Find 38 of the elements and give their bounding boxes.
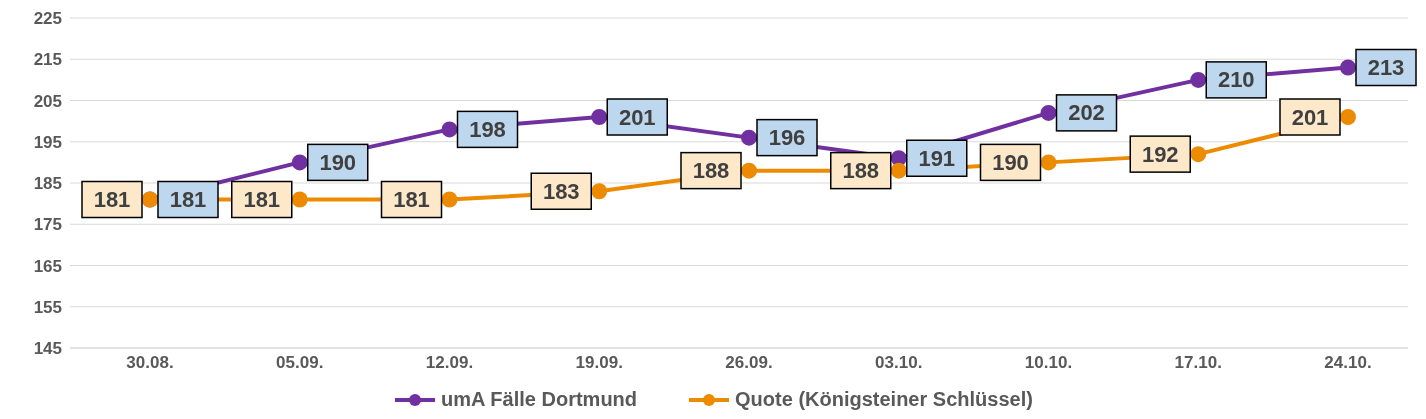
y-tick-label: 205 <box>33 91 62 111</box>
y-tick-label: 165 <box>33 256 62 276</box>
legend-label: Quote (Königsteiner Schlüssel) <box>735 388 1033 411</box>
data-label: 190 <box>319 149 357 175</box>
y-tick-label: 195 <box>33 132 62 152</box>
data-label: 188 <box>842 158 880 184</box>
data-label: 183 <box>542 178 580 204</box>
data-label: 196 <box>768 125 806 151</box>
x-tick-label: 10.10. <box>1024 353 1073 373</box>
data-label: 181 <box>93 187 131 212</box>
data-label: 181 <box>243 187 281 212</box>
x-tick-label: 19.09. <box>575 353 623 373</box>
y-tick-label: 185 <box>33 174 62 194</box>
data-label: 198 <box>469 116 506 142</box>
y-tick-label: 225 <box>33 9 62 29</box>
data-label: 213 <box>1367 55 1405 80</box>
x-tick-label: 26.09. <box>725 353 773 373</box>
y-tick-label: 175 <box>33 215 62 235</box>
data-label: 192 <box>1141 141 1179 167</box>
y-tick-label: 215 <box>33 50 62 70</box>
y-tick-label: 145 <box>33 339 62 359</box>
data-label: 191 <box>918 145 956 171</box>
x-tick-label: 30.08. <box>126 353 174 373</box>
x-tick-label: 12.09. <box>425 353 474 373</box>
data-label: 190 <box>992 149 1029 175</box>
x-tick-label: 17.10. <box>1174 353 1222 373</box>
data-label: 210 <box>1217 67 1255 93</box>
data-label: 201 <box>618 104 656 130</box>
legend-label: umA Fälle Dortmund <box>441 388 638 411</box>
x-tick-label: 03.10. <box>875 353 923 373</box>
x-tick-label: 05.09. <box>276 353 324 373</box>
x-tick-label: 24.10. <box>1324 353 1372 373</box>
data-label: 201 <box>1291 104 1329 130</box>
y-tick-label: 155 <box>33 297 62 317</box>
data-label: 181 <box>169 187 207 212</box>
data-label: 181 <box>393 187 430 212</box>
data-label: 188 <box>692 158 730 184</box>
data-label: 202 <box>1068 100 1105 126</box>
